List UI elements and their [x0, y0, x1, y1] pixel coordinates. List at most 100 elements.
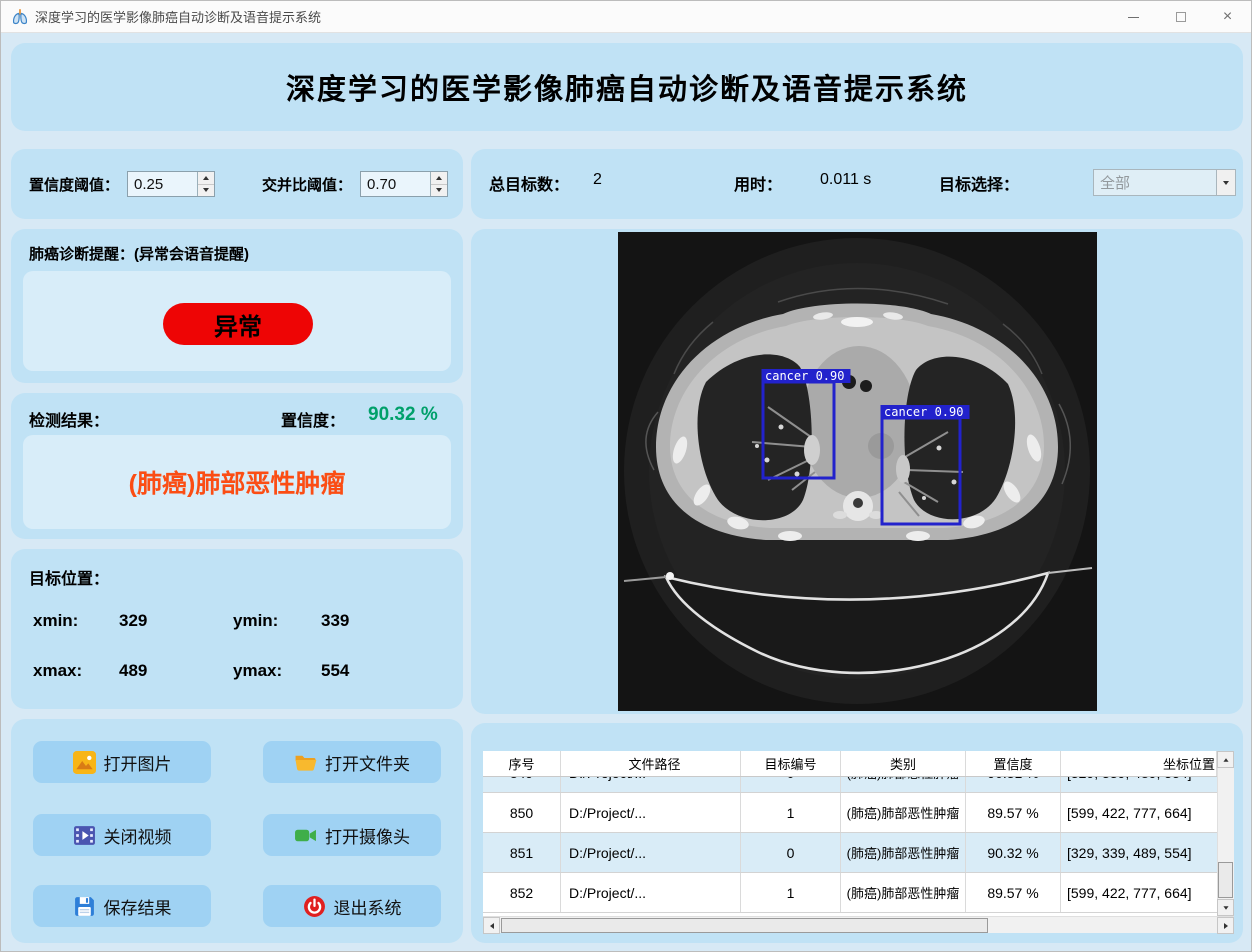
diagnosis-panel: 肺癌诊断提醒：(异常会语音提醒) 异常	[11, 229, 463, 383]
vertical-scrollbar[interactable]	[1217, 751, 1234, 916]
xmax-label: xmax:	[33, 661, 83, 680]
ymax-label: ymax:	[233, 661, 283, 680]
open-camera-label: 打开摄像头	[325, 827, 410, 847]
scroll-up-button[interactable]	[1217, 751, 1234, 768]
spin-up-button[interactable]	[198, 172, 215, 184]
close-button[interactable]: ×	[1204, 1, 1251, 33]
save-result-button[interactable]: 保存结果	[33, 885, 211, 927]
ymin-label: ymin:	[233, 611, 279, 630]
table-row[interactable]: 849 D:/Project/... 0 (肺癌)肺部恶性肿瘤 90.31 % …	[483, 777, 1217, 793]
scroll-left-button[interactable]	[483, 917, 500, 934]
target-select-label: 目标选择：	[939, 177, 1020, 194]
col-header-seq: 序号	[483, 751, 561, 776]
cell-confidence: 89.57 %	[966, 793, 1061, 832]
cell-path: D:/Project/...	[561, 873, 741, 912]
table-header-row: 序号 文件路径 目标编号 类别 置信度 坐标位置	[483, 751, 1217, 777]
bbox-label-1: cancer 0.90	[765, 369, 844, 383]
confidence-threshold-input[interactable]	[128, 172, 198, 196]
scroll-down-button[interactable]	[1217, 899, 1234, 916]
image-icon	[72, 750, 96, 774]
power-icon	[303, 895, 325, 917]
result-label: 检测结果：	[29, 413, 110, 430]
spin-down-button[interactable]	[198, 183, 215, 196]
iou-threshold-input[interactable]	[361, 172, 431, 196]
chevron-down-icon	[1223, 180, 1229, 185]
spin-down-button[interactable]	[431, 183, 448, 196]
table-row[interactable]: 850 D:/Project/... 1 (肺癌)肺部恶性肿瘤 89.57 % …	[483, 793, 1217, 833]
close-icon: ×	[1222, 8, 1233, 25]
minimize-button[interactable]	[1110, 1, 1157, 33]
spin-up-button[interactable]	[431, 172, 448, 184]
scroll-right-button[interactable]	[1217, 917, 1234, 934]
viewer-panel: cancer 0.90 cancer 0.90	[471, 229, 1243, 714]
close-video-button[interactable]: 关闭视频	[33, 814, 211, 856]
xmin-label: xmin:	[33, 611, 79, 630]
open-folder-button[interactable]: 打开文件夹	[263, 741, 441, 783]
open-image-label: 打开图片	[103, 754, 172, 774]
col-header-category: 类别	[841, 751, 966, 776]
minimize-icon	[1128, 16, 1139, 18]
horizontal-scrollbar[interactable]	[483, 916, 1234, 934]
maximize-icon	[1175, 12, 1186, 22]
cell-coords: [599, 422, 777, 664]	[1067, 884, 1192, 901]
cell-seq: 849	[483, 777, 561, 792]
triangle-down-icon	[1222, 905, 1229, 910]
triangle-up-icon	[203, 175, 210, 180]
target-select-dropdown[interactable]: 全部	[1093, 169, 1236, 196]
horizontal-scroll-thumb[interactable]	[501, 918, 988, 933]
triangle-down-icon	[203, 188, 210, 193]
page-title: 深度学习的医学影像肺癌自动诊断及语音提示系统	[285, 74, 968, 106]
window-controls: ×	[1110, 1, 1251, 33]
cell-category: (肺癌)肺部恶性肿瘤	[841, 833, 966, 872]
bounding-box-2: cancer 0.90	[880, 405, 970, 526]
elapsed-time-value: 0.011 s	[820, 171, 872, 188]
cell-target: 0	[741, 833, 841, 872]
actions-panel: 打开图片 打开文件夹 关闭视频 打开摄像头	[11, 719, 463, 943]
table-row[interactable]: 852 D:/Project/... 1 (肺癌)肺部恶性肿瘤 89.57 % …	[483, 873, 1217, 913]
film-icon	[73, 825, 95, 845]
open-camera-button[interactable]: 打开摄像头	[263, 814, 441, 856]
maximize-button[interactable]	[1157, 1, 1204, 33]
vertical-scroll-thumb[interactable]	[1218, 862, 1233, 898]
cell-seq: 852	[483, 873, 561, 912]
cell-target: 0	[741, 777, 841, 792]
result-category: (肺癌)肺部恶性肿瘤	[128, 470, 346, 498]
exit-system-button[interactable]: 退出系统	[263, 885, 441, 927]
confidence-threshold-spinbox[interactable]	[127, 171, 216, 197]
triangle-up-icon	[1222, 757, 1229, 762]
main-content: 深度学习的医学影像肺癌自动诊断及语音提示系统 置信度阈值： 交并比阈值： 总目标…	[1, 33, 1251, 951]
ct-image: cancer 0.90 cancer 0.90	[618, 232, 1097, 711]
folder-icon	[295, 755, 317, 771]
camera-icon	[295, 829, 316, 841]
cell-target: 1	[741, 873, 841, 912]
dropdown-arrow-button[interactable]	[1216, 170, 1235, 195]
result-inner-panel: (肺癌)肺部恶性肿瘤	[23, 435, 451, 529]
total-targets-label: 总目标数：	[489, 177, 570, 194]
iou-threshold-spinbox[interactable]	[360, 171, 449, 197]
thresholds-panel: 置信度阈值： 交并比阈值：	[11, 149, 463, 219]
diagnosis-label: 肺癌诊断提醒：(异常会语音提醒)	[29, 246, 249, 263]
table-body: 849 D:/Project/... 0 (肺癌)肺部恶性肿瘤 90.31 % …	[483, 777, 1217, 916]
triangle-down-icon	[436, 188, 443, 193]
cell-confidence: 89.57 %	[966, 873, 1061, 912]
result-confidence-label: 置信度：	[281, 413, 346, 430]
cell-category: (肺癌)肺部恶性肿瘤	[841, 777, 966, 792]
cell-confidence: 90.31 %	[966, 777, 1061, 792]
lungs-app-icon	[12, 8, 28, 24]
xmax-value: 489	[119, 661, 148, 680]
cell-category: (肺癌)肺部恶性肿瘤	[841, 873, 966, 912]
diagnosis-inner-panel: 异常	[23, 271, 451, 371]
app-header-panel: 深度学习的医学影像肺癌自动诊断及语音提示系统	[11, 43, 1243, 131]
cell-path: D:/Project/...	[561, 777, 741, 792]
target-select-value: 全部	[1100, 175, 1131, 192]
summary-panel: 总目标数： 2 用时： 0.011 s 目标选择： 全部	[471, 149, 1243, 219]
iou-spin-buttons	[430, 172, 448, 196]
position-label: 目标位置：	[29, 571, 110, 588]
bbox-label-2: cancer 0.90	[884, 405, 963, 419]
elapsed-time-label: 用时：	[734, 177, 783, 194]
col-header-conf: 置信度	[966, 751, 1061, 776]
cell-coords: [599, 422, 777, 664]	[1067, 804, 1192, 821]
table-row[interactable]: 851 D:/Project/... 0 (肺癌)肺部恶性肿瘤 90.32 % …	[483, 833, 1217, 873]
cell-target: 1	[741, 793, 841, 832]
open-image-button[interactable]: 打开图片	[33, 741, 211, 783]
